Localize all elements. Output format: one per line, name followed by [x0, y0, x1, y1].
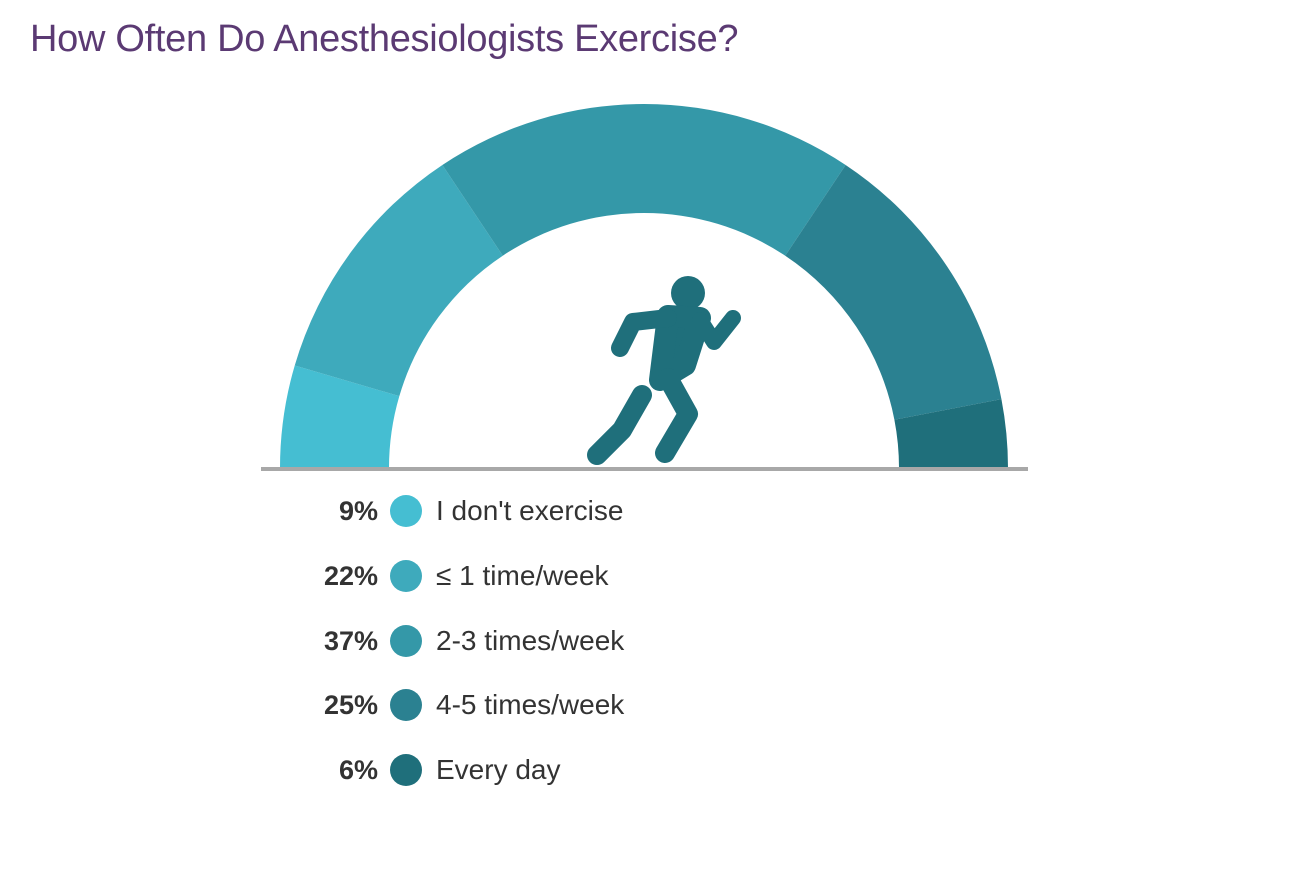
legend-swatch [390, 754, 422, 786]
running-person-icon [587, 276, 741, 465]
legend-percent: 25% [323, 690, 378, 721]
legend-label: I don't exercise [436, 495, 624, 526]
legend-swatch [390, 689, 422, 722]
legend-percent: 22% [323, 560, 378, 591]
chart-segment [894, 399, 1008, 468]
legend-item-2-3-week: 37% 2-3 times/week [280, 619, 624, 684]
legend-swatch [390, 559, 422, 592]
legend-item-no-exercise: 9% I don't exercise [280, 489, 624, 554]
legend-label: 4-5 times/week [436, 689, 625, 721]
legend-percent: 9% [338, 496, 378, 526]
chart-segment [280, 365, 400, 468]
legend-swatch [390, 624, 422, 657]
legend-percent: 6% [338, 755, 378, 785]
chart-segment [785, 164, 1002, 420]
legend-percent: 37% [323, 625, 378, 656]
legend-label: Every day [436, 754, 561, 785]
chart-segment [442, 104, 846, 256]
chart-segment [294, 164, 503, 397]
legend-swatch [390, 495, 422, 527]
legend-item-4-5-week: 25% 4-5 times/week [280, 683, 624, 748]
chart-title: How Often Do Anesthesiologists Exercise? [30, 18, 739, 60]
chart-segments [280, 104, 1008, 468]
legend-label: 2-3 times/week [436, 624, 625, 656]
legend: 9% I don't exercise 22% ≤ 1 time/week 37… [280, 489, 624, 813]
legend-item-every-day: 6% Every day [280, 748, 624, 813]
legend-label: ≤ 1 time/week [436, 559, 609, 591]
legend-item-once-week: 22% ≤ 1 time/week [280, 554, 624, 619]
